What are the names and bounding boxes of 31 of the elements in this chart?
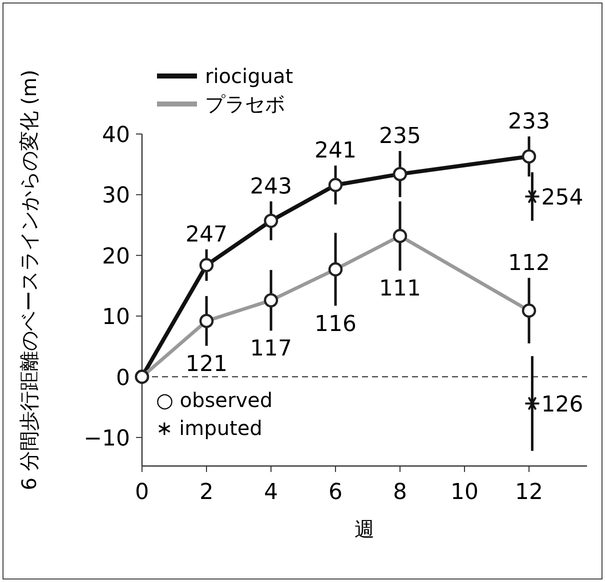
- annotation: 117: [250, 336, 292, 362]
- x-tick-label: 2: [200, 480, 214, 505]
- legend-label: riociguat: [205, 64, 294, 88]
- y-tick-label: 20: [102, 244, 130, 270]
- annotation: 247: [186, 222, 228, 248]
- annotation: ○ observed: [156, 388, 273, 412]
- annotation: ∗ imputed: [156, 416, 262, 440]
- y-tick-label: 30: [102, 184, 130, 209]
- y-tick-label: 40: [102, 123, 130, 148]
- x-tick-label: 10: [450, 480, 478, 505]
- x-tick-label: 6: [328, 480, 342, 505]
- y-axis-title: 6 分間歩行距離のベースラインからの変化 (m): [17, 70, 41, 490]
- annotation: 121: [186, 352, 228, 377]
- x-tick-label: 12: [515, 480, 543, 505]
- legend-label: プラセボ: [205, 92, 285, 116]
- x-tick-label: 8: [393, 480, 407, 505]
- y-tick-label: 0: [116, 366, 130, 391]
- annotation: 112: [508, 250, 550, 276]
- x-tick-label: 4: [264, 480, 278, 505]
- annotation: 233: [508, 109, 550, 134]
- y-tick-label: 10: [102, 305, 130, 330]
- annotation: 126: [541, 392, 584, 418]
- annotation: 243: [250, 174, 292, 200]
- annotation: 241: [314, 138, 356, 164]
- x-axis-title: 週: [354, 517, 375, 541]
- y-tick-label: −10: [84, 426, 130, 452]
- annotation: 111: [379, 276, 421, 302]
- x-tick-label: 0: [135, 480, 149, 505]
- annotation: 254: [541, 186, 584, 211]
- annotation: 116: [314, 312, 356, 337]
- annotation: 235: [379, 124, 421, 149]
